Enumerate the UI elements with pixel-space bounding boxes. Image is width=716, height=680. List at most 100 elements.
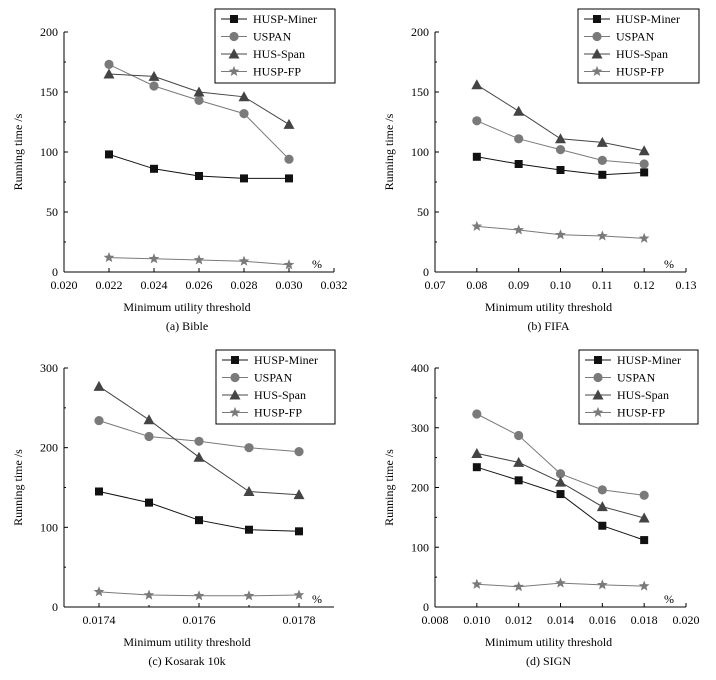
data-point bbox=[513, 105, 525, 116]
data-point bbox=[596, 136, 608, 147]
data-point bbox=[598, 170, 607, 179]
x-tick-label: 0.028 bbox=[231, 278, 258, 292]
data-point bbox=[244, 443, 254, 453]
legend-label: USPAN bbox=[617, 371, 656, 385]
legend-marker bbox=[594, 356, 602, 364]
legend-marker bbox=[230, 372, 240, 383]
x-tick-label: 0.024 bbox=[141, 278, 168, 292]
data-point bbox=[294, 447, 304, 457]
x-tick-label: 0.0178 bbox=[283, 613, 316, 627]
legend-label: HUSP-FP bbox=[617, 406, 665, 420]
data-point bbox=[514, 134, 524, 144]
data-point bbox=[145, 498, 153, 507]
legend-marker bbox=[592, 31, 602, 42]
chart-panel-4: 0 100 200 300 400 0.008 0.010 0.012 0.014 0.016 0.… bbox=[382, 349, 700, 668]
y-tick-label: 0 bbox=[423, 265, 429, 279]
data-point bbox=[143, 414, 155, 425]
data-point bbox=[513, 224, 524, 235]
data-point bbox=[513, 581, 524, 592]
chart-panel-2: 0 50 100 150 200 0.07 0.08 0.09 0.10 0.11 0.12 0.13… bbox=[382, 8, 700, 333]
data-point bbox=[193, 86, 205, 97]
data-point bbox=[194, 436, 204, 446]
data-point bbox=[95, 487, 103, 496]
data-point bbox=[238, 91, 250, 102]
legend-label: HUSP-Miner bbox=[616, 12, 680, 26]
data-point bbox=[295, 527, 303, 536]
data-point bbox=[471, 578, 483, 589]
x-tick-label: 0.12 bbox=[634, 278, 655, 292]
data-point bbox=[193, 254, 205, 265]
x-unit-label: % bbox=[312, 592, 322, 606]
chart-panel-3: 0 100 200 300 0.0174 0.0176 0.0178% Minimum uti… bbox=[11, 349, 336, 668]
x-tick-label: 0.09 bbox=[508, 278, 529, 292]
data-point bbox=[514, 430, 524, 441]
data-point bbox=[243, 485, 255, 496]
x-tick-label: 0.032 bbox=[321, 278, 348, 292]
data-point bbox=[555, 145, 566, 155]
legend-marker bbox=[228, 48, 240, 59]
data-point bbox=[471, 220, 483, 231]
data-point bbox=[472, 409, 482, 419]
data-point bbox=[149, 81, 159, 91]
data-point bbox=[556, 166, 565, 174]
y-tick-label: 0 bbox=[423, 600, 429, 614]
x-tick-label: 0.016 bbox=[589, 613, 616, 627]
x-unit-label: % bbox=[664, 257, 674, 271]
x-tick-label: 0.012 bbox=[505, 613, 532, 627]
data-point bbox=[555, 133, 566, 144]
x-axis-label: Minimum utility threshold bbox=[485, 635, 612, 649]
data-point bbox=[639, 159, 649, 169]
y-tick-label: 100 bbox=[40, 520, 58, 534]
legend-label: USPAN bbox=[253, 30, 292, 44]
legend-marker bbox=[593, 15, 601, 23]
x-tick-label: 0.07 bbox=[425, 278, 446, 292]
legend-label: USPAN bbox=[254, 371, 293, 385]
x-tick-label: 0.11 bbox=[592, 278, 613, 292]
data-point bbox=[283, 118, 295, 129]
y-tick-label: 300 bbox=[411, 421, 429, 435]
legend: HUSP-Miner USPAN HUS-Span HUSP-FP bbox=[214, 8, 336, 84]
y-tick-label: 0 bbox=[52, 265, 58, 279]
y-tick-label: 50 bbox=[46, 205, 58, 219]
chart-caption: (c) Kosarak 10k bbox=[148, 654, 225, 668]
y-tick-label: 100 bbox=[411, 145, 429, 159]
x-tick-label: 0.0174 bbox=[83, 613, 116, 627]
data-point bbox=[555, 577, 566, 588]
data-point bbox=[555, 229, 566, 240]
chart-caption: (d) SIGN bbox=[526, 654, 571, 668]
x-tick-label: 0.010 bbox=[463, 613, 490, 627]
legend-marker bbox=[229, 389, 241, 400]
x-tick-label: 0.030 bbox=[276, 278, 303, 292]
x-axis-label: Minimum utility threshold bbox=[123, 635, 250, 649]
data-point bbox=[638, 232, 650, 243]
data-point bbox=[513, 456, 525, 467]
y-tick-label: 0 bbox=[52, 600, 58, 614]
data-point bbox=[293, 489, 305, 500]
legend-label: HUSP-Miner bbox=[617, 353, 681, 367]
x-tick-label: 0.026 bbox=[186, 278, 213, 292]
chart-panel-1: 0 50 100 150 200 0.020 0.022 0.024 0.026 0.028 0.0… bbox=[11, 8, 348, 333]
data-point bbox=[193, 451, 205, 462]
legend-label: HUSP-FP bbox=[253, 65, 301, 79]
legend: HUSP-Miner USPAN HUS-Span HUSP-FP bbox=[215, 349, 336, 425]
y-axis-label: Running time /s bbox=[11, 113, 25, 190]
y-axis-label: Running time /s bbox=[11, 449, 25, 526]
data-point bbox=[284, 154, 294, 164]
legend-marker bbox=[592, 389, 604, 400]
legend-marker bbox=[228, 65, 240, 77]
data-point bbox=[105, 150, 113, 159]
y-tick-label: 150 bbox=[411, 85, 429, 99]
data-point bbox=[471, 447, 483, 458]
data-point bbox=[148, 253, 160, 264]
data-point bbox=[243, 590, 255, 601]
legend-marker bbox=[229, 31, 239, 42]
x-tick-label: 0.10 bbox=[550, 278, 571, 292]
chart-caption: (a) Bible bbox=[166, 319, 208, 333]
data-point bbox=[472, 116, 482, 126]
data-point bbox=[638, 145, 650, 156]
data-point bbox=[596, 501, 608, 512]
legend-label: HUSP-Miner bbox=[254, 353, 318, 367]
y-tick-label: 100 bbox=[40, 145, 58, 159]
legend-marker bbox=[593, 372, 603, 383]
